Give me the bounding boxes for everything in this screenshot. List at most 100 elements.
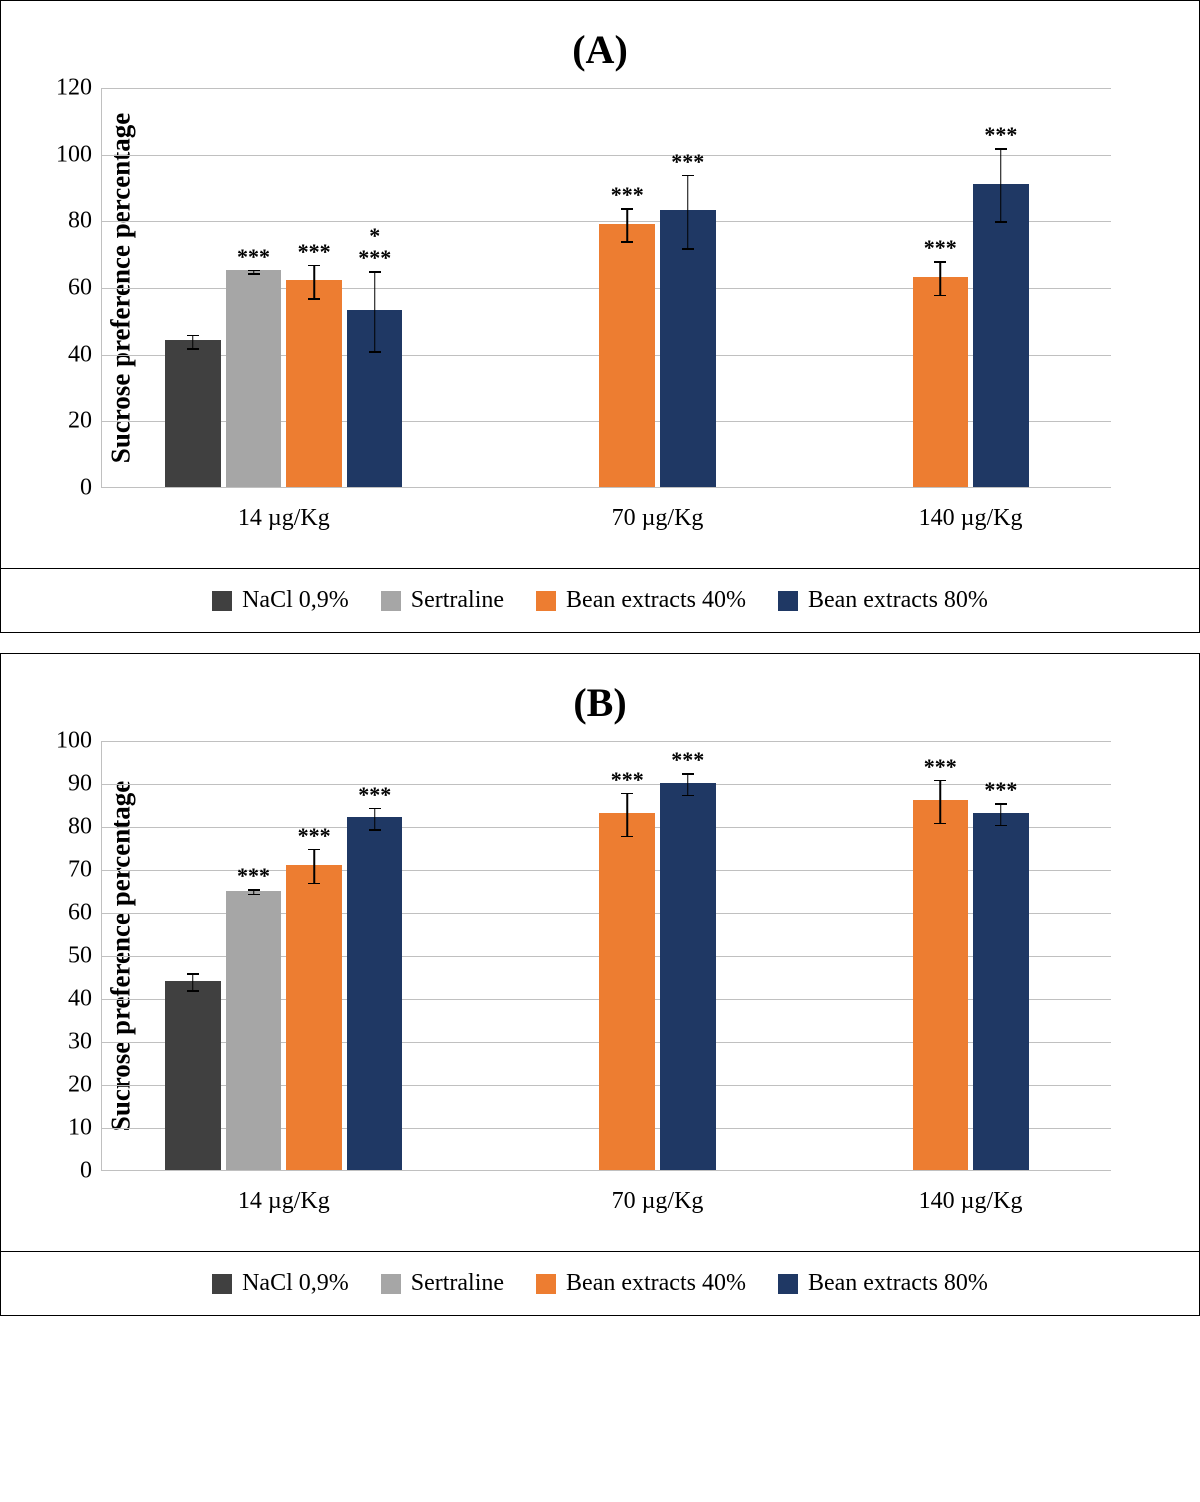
legend-item-nacl: NaCl 0,9% xyxy=(212,587,349,614)
error-cap xyxy=(369,271,381,273)
legend-label: Sertraline xyxy=(411,587,504,614)
error-cap xyxy=(934,823,946,825)
x-tick-label: 14 µg/Kg xyxy=(238,1170,330,1215)
error-bar xyxy=(687,773,689,795)
significance-marker: *** xyxy=(298,823,331,849)
panel-title: (A) xyxy=(1,26,1199,73)
bar-be40 xyxy=(913,800,969,1170)
significance-marker: *** xyxy=(611,182,644,208)
y-tick-label: 50 xyxy=(68,943,102,970)
error-cap xyxy=(308,265,320,267)
legend-label: NaCl 0,9% xyxy=(242,587,349,614)
error-cap xyxy=(934,295,946,297)
significance-marker: *** xyxy=(611,767,644,793)
bar-be40 xyxy=(599,813,655,1170)
plot-area: 010203040506070809010014 µg/Kg*********7… xyxy=(101,741,1111,1171)
bar-sert xyxy=(226,270,282,487)
error-bar xyxy=(626,793,628,836)
bar-be80 xyxy=(973,184,1029,487)
error-cap xyxy=(682,248,694,250)
chart-area: Sucrose preference percentage02040608010… xyxy=(101,88,1159,558)
significance-marker: *** xyxy=(237,863,270,889)
panel-b: (B) Sucrose preference percentage01020304… xyxy=(0,653,1200,1316)
error-cap xyxy=(682,795,694,797)
bar-be40 xyxy=(286,280,342,487)
gridline xyxy=(102,784,1111,785)
error-cap xyxy=(621,793,633,795)
error-cap xyxy=(621,208,633,210)
legend-swatch xyxy=(536,1274,556,1294)
y-tick-label: 30 xyxy=(68,1029,102,1056)
error-bar xyxy=(313,849,315,883)
legend-label: Bean extracts 40% xyxy=(566,1270,746,1297)
y-tick-label: 80 xyxy=(68,208,102,235)
error-cap xyxy=(995,803,1007,805)
significance-marker: *** xyxy=(984,777,1017,803)
error-bar xyxy=(374,271,376,351)
legend: NaCl 0,9%SertralineBean extracts 40%Bean… xyxy=(1,1251,1199,1315)
legend-swatch xyxy=(212,591,232,611)
significance-marker: *** xyxy=(671,149,704,175)
error-cap xyxy=(369,829,381,831)
legend-item-be80: Bean extracts 80% xyxy=(778,587,988,614)
error-cap xyxy=(995,825,1007,827)
gridline xyxy=(102,221,1111,222)
y-tick-label: 120 xyxy=(56,75,102,102)
error-cap xyxy=(308,298,320,300)
error-bar xyxy=(1000,803,1002,825)
bar-be80 xyxy=(660,210,716,487)
error-bar xyxy=(940,261,942,294)
significance-marker: *** xyxy=(358,782,391,808)
error-cap xyxy=(187,335,199,337)
y-tick-label: 0 xyxy=(80,1158,102,1185)
gridline xyxy=(102,741,1111,742)
legend-label: Bean extracts 80% xyxy=(808,587,988,614)
bar-nacl xyxy=(165,981,221,1170)
error-bar xyxy=(192,335,194,348)
error-cap xyxy=(369,351,381,353)
significance-marker: *** xyxy=(924,235,957,261)
error-cap xyxy=(621,836,633,838)
error-bar xyxy=(687,175,689,248)
legend-item-be40: Bean extracts 40% xyxy=(536,1270,746,1297)
error-bar xyxy=(374,808,376,830)
bar-be40 xyxy=(913,277,969,487)
legend-label: NaCl 0,9% xyxy=(242,1270,349,1297)
x-tick-label: 14 µg/Kg xyxy=(238,487,330,532)
significance-marker: *** xyxy=(984,122,1017,148)
error-cap xyxy=(248,894,260,896)
x-tick-label: 140 µg/Kg xyxy=(919,487,1023,532)
error-cap xyxy=(187,990,199,992)
y-tick-label: 100 xyxy=(56,141,102,168)
legend-swatch xyxy=(778,591,798,611)
y-tick-label: 10 xyxy=(68,1115,102,1142)
gridline xyxy=(102,155,1111,156)
error-cap xyxy=(187,348,199,350)
panel-title: (B) xyxy=(1,679,1199,726)
error-bar xyxy=(626,208,628,241)
error-cap xyxy=(369,808,381,810)
error-bar xyxy=(1000,148,1002,221)
significance-marker: *** xyxy=(924,754,957,780)
y-tick-label: 70 xyxy=(68,857,102,884)
bar-be80 xyxy=(973,813,1029,1170)
y-tick-label: 20 xyxy=(68,1072,102,1099)
bar-be40 xyxy=(599,224,655,487)
y-tick-label: 80 xyxy=(68,814,102,841)
y-tick-label: 90 xyxy=(68,771,102,798)
x-tick-label: 70 µg/Kg xyxy=(612,1170,704,1215)
y-tick-label: 20 xyxy=(68,408,102,435)
panel-a: (A) Sucrose preference percentage02040608… xyxy=(0,0,1200,633)
legend-item-sert: Sertraline xyxy=(381,587,504,614)
legend-item-nacl: NaCl 0,9% xyxy=(212,1270,349,1297)
chart-area: Sucrose preference percentage01020304050… xyxy=(101,741,1159,1241)
bar-nacl xyxy=(165,340,221,487)
bar-be80 xyxy=(660,783,716,1170)
x-tick-label: 70 µg/Kg xyxy=(612,487,704,532)
legend-label: Sertraline xyxy=(411,1270,504,1297)
significance-marker: *** xyxy=(298,239,331,265)
error-cap xyxy=(995,221,1007,223)
y-tick-label: 60 xyxy=(68,900,102,927)
error-cap xyxy=(995,148,1007,150)
legend-item-be40: Bean extracts 40% xyxy=(536,587,746,614)
